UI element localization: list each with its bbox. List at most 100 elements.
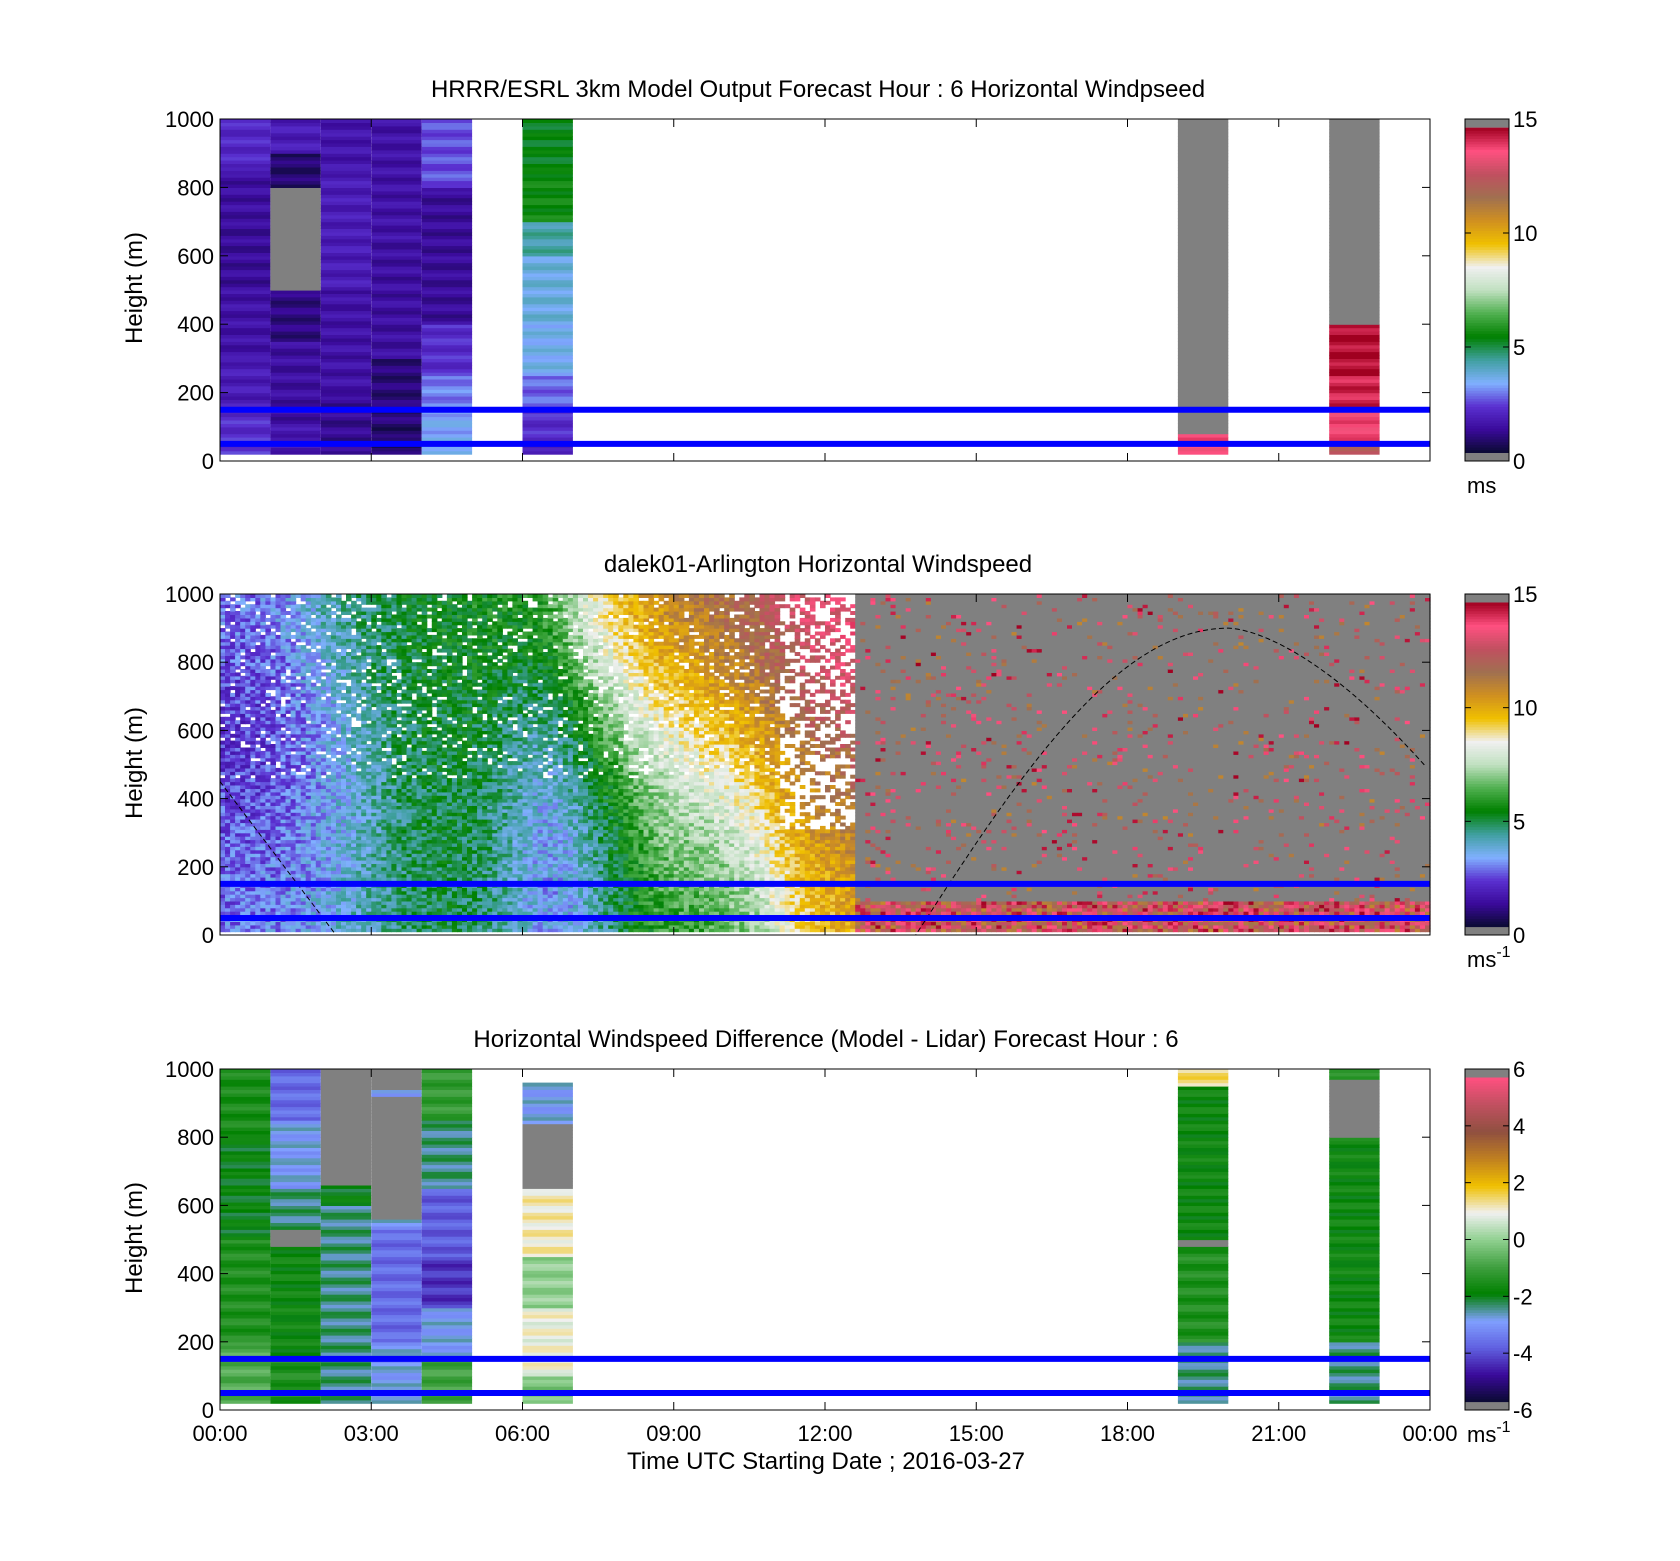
heatmap-cell: [275, 665, 282, 670]
heatmap-cell: [285, 716, 292, 721]
heatmap-cell: [305, 669, 312, 673]
heatmap-cell: [305, 689, 312, 694]
heatmap-cell: [330, 890, 337, 895]
heatmap-cell: [230, 628, 236, 633]
heatmap-cell: [341, 658, 347, 663]
heatmap-cell: [245, 860, 251, 864]
heatmap-cell: [336, 740, 342, 745]
heatmap-cell: [320, 197, 372, 202]
heatmap-cell: [295, 812, 302, 817]
heatmap-cell: [250, 703, 256, 708]
heatmap-cell: [325, 894, 332, 899]
heatmap-cell: [1177, 447, 1229, 452]
heatmap-cell: [270, 634, 276, 639]
heatmap-cell: [366, 785, 372, 789]
heatmap-cell: [245, 720, 251, 725]
heatmap-cell: [320, 621, 327, 626]
heatmap-cell: [270, 194, 321, 199]
heatmap-cell: [250, 767, 256, 772]
heatmap-cell: [336, 911, 342, 916]
heatmap-cell: [371, 433, 422, 438]
heatmap-cell: [320, 276, 372, 281]
heatmap-cell: [305, 904, 312, 909]
heatmap-cell: [325, 706, 332, 711]
heatmap-cell: [320, 194, 372, 199]
heatmap-cell: [275, 675, 282, 680]
heatmap-cell: [220, 341, 271, 346]
heatmap-cell: [416, 614, 423, 619]
heatmap-cell: [295, 628, 302, 633]
heatmap-cell: [220, 283, 271, 288]
heatmap-cell: [225, 733, 231, 738]
heatmap-cell: [240, 788, 246, 793]
heatmap-cell: [275, 860, 282, 864]
colorbar-segment: [1465, 352, 1509, 356]
heatmap-cell: [356, 887, 362, 892]
heatmap-cell: [235, 641, 241, 646]
heatmap-cell: [290, 655, 297, 660]
heatmap-cell: [371, 276, 422, 281]
heatmap-cell: [240, 802, 246, 806]
heatmap-cell: [336, 634, 342, 639]
heatmap-cell: [346, 771, 352, 776]
heatmap-cell: [346, 607, 352, 612]
heatmap-cell: [285, 798, 292, 803]
heatmap-cell: [270, 160, 321, 164]
heatmap-cell: [1177, 272, 1229, 277]
heatmap-cell: [280, 611, 287, 615]
heatmap-cell: [411, 785, 418, 789]
heatmap-cell: [245, 679, 251, 684]
heatmap-cell: [330, 904, 337, 909]
heatmap-cell: [310, 716, 317, 721]
heatmap-cell: [396, 614, 403, 619]
heatmap-cell: [386, 819, 392, 824]
heatmap-cell: [220, 416, 271, 421]
heatmap-cell: [250, 682, 256, 687]
heatmap-cell: [300, 652, 307, 656]
heatmap-cell: [230, 863, 236, 868]
heatmap-cell: [300, 781, 307, 786]
heatmap-cell: [235, 778, 241, 783]
heatmap-cell: [346, 624, 352, 629]
heatmap-cell: [396, 679, 403, 684]
heatmap-cell: [255, 740, 261, 745]
heatmap-cell: [341, 744, 347, 748]
heatmap-cell: [351, 798, 357, 803]
heatmap-cell: [346, 634, 352, 639]
heatmap-cell: [220, 761, 226, 766]
heatmap-cell: [260, 617, 266, 622]
heatmap-cell: [315, 716, 322, 721]
heatmap-cell: [406, 819, 413, 824]
heatmap-cell: [255, 781, 261, 786]
heatmap-cell: [325, 757, 332, 762]
heatmap-cell: [361, 594, 367, 598]
heatmap-cell: [522, 300, 573, 305]
heatmap-cell: [1177, 324, 1229, 329]
heatmap-cell: [225, 641, 231, 646]
heatmap-cell: [351, 853, 357, 858]
heatmap-cell: [235, 672, 241, 677]
heatmap-cell: [270, 348, 321, 353]
heatmap-cell: [371, 132, 422, 137]
heatmap-cell: [275, 600, 282, 605]
heatmap-cell: [320, 402, 372, 407]
heatmap-cell: [351, 900, 357, 905]
heatmap-cell: [1329, 262, 1380, 267]
heatmap-cell: [356, 740, 362, 745]
heatmap-cell: [330, 617, 337, 622]
heatmap-cell: [290, 679, 297, 684]
heatmap-cell: [235, 723, 241, 728]
heatmap-cell: [346, 709, 352, 714]
heatmap-cell: [265, 846, 271, 851]
heatmap-cell: [371, 286, 422, 291]
heatmap-cell: [290, 607, 297, 612]
heatmap-cell: [421, 341, 473, 346]
heatmap-cell: [270, 924, 276, 929]
heatmap-cell: [285, 652, 292, 656]
heatmap-cell: [421, 365, 473, 370]
heatmap-cell: [361, 829, 367, 834]
heatmap-cell: [240, 662, 246, 667]
heatmap-cell: [280, 795, 287, 800]
heatmap-cell: [330, 682, 337, 687]
